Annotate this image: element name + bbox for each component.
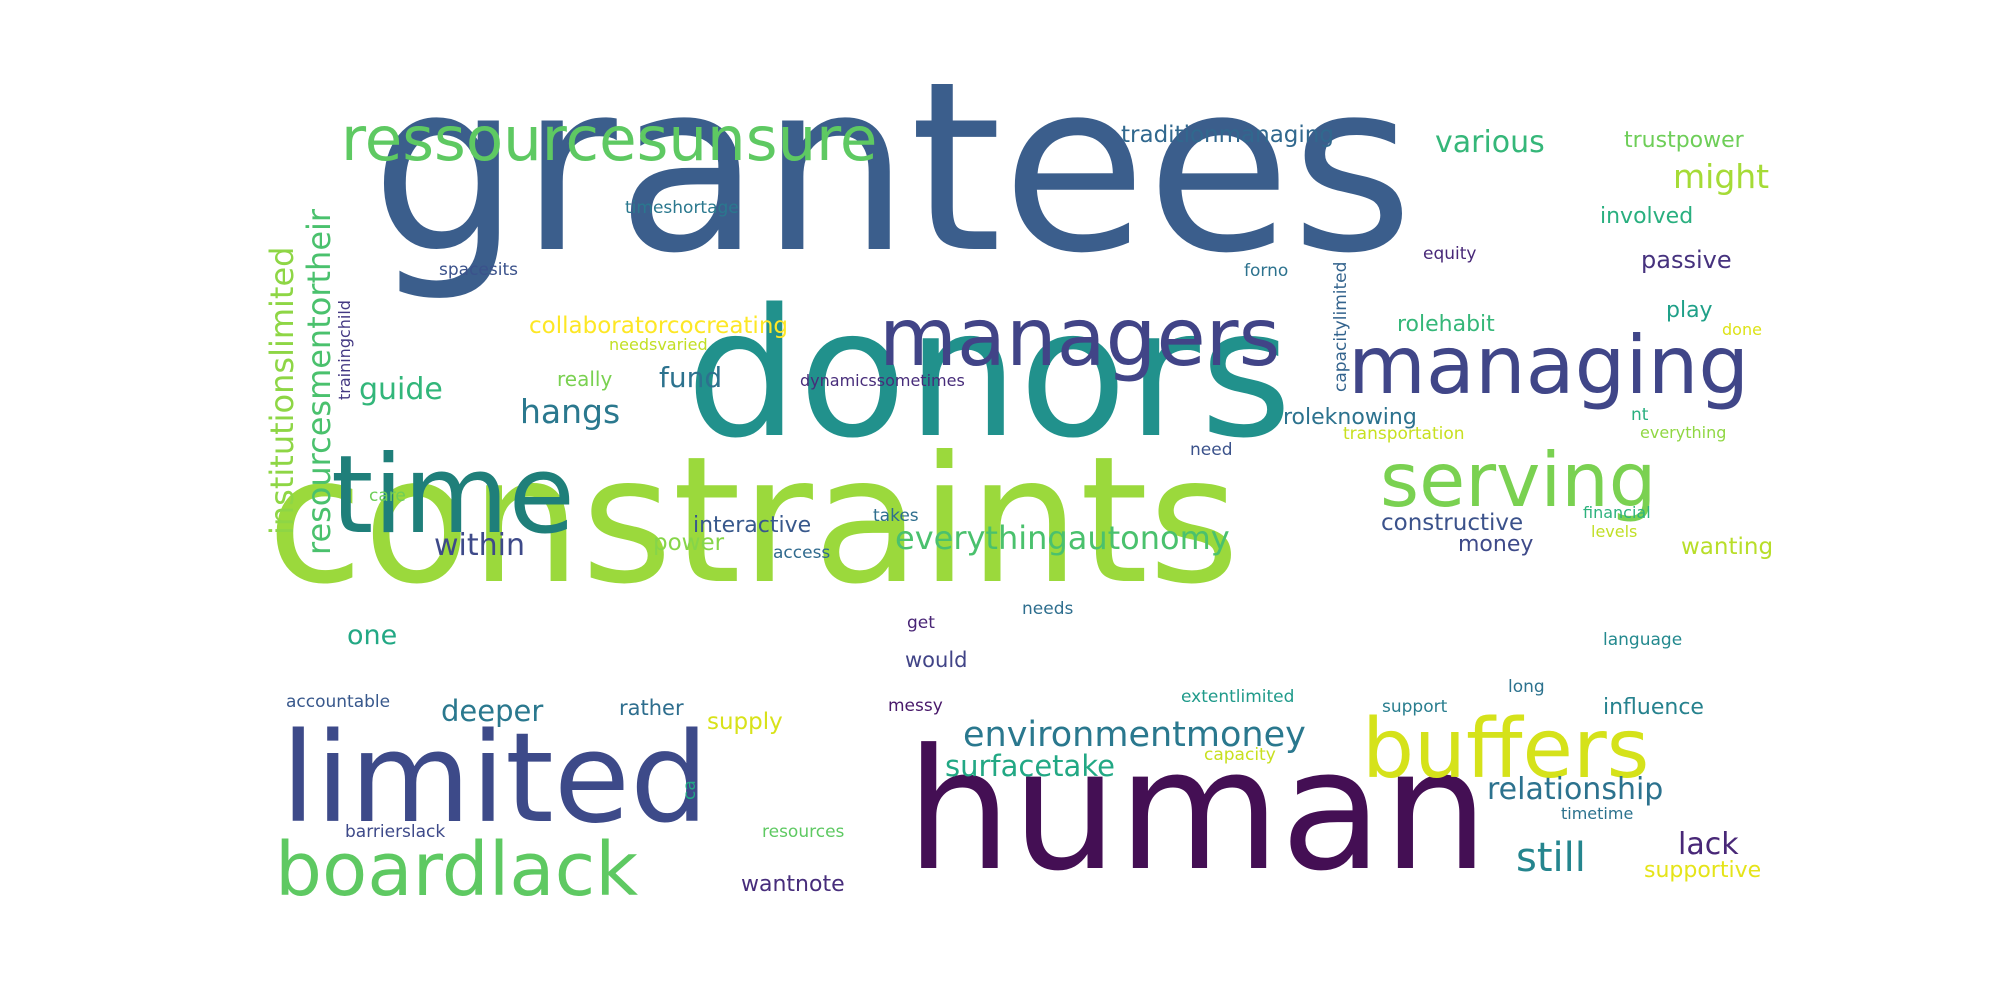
cloud-word: power <box>653 530 725 556</box>
cloud-word: constructive <box>1381 510 1523 536</box>
cloud-word: influence <box>1603 695 1704 720</box>
cloud-word: done <box>1722 320 1762 339</box>
cloud-word: serving <box>1380 436 1656 524</box>
cloud-word: guide <box>359 372 443 407</box>
cloud-word: support <box>1382 697 1448 717</box>
cloud-word: get <box>907 613 935 633</box>
cloud-word: relationship <box>1487 772 1663 807</box>
cloud-word: financial <box>1583 503 1651 522</box>
cloud-word: forno <box>1244 261 1288 281</box>
cloud-word: grantees <box>371 32 1413 305</box>
cloud-word: capacitylimited <box>1331 262 1351 392</box>
cloud-word: everythingautonomy <box>895 519 1230 557</box>
cloud-word: interactive <box>693 513 811 538</box>
cloud-word: fund <box>659 361 722 394</box>
cloud-word: various <box>1435 125 1545 160</box>
cloud-word: within <box>434 528 525 563</box>
cloud-word: accountable <box>286 692 390 712</box>
cloud-word: access <box>773 543 830 563</box>
cloud-word: donors <box>686 271 1292 477</box>
cloud-word: need <box>1190 440 1232 460</box>
cloud-word: resourcesmentortheir <box>300 208 338 555</box>
cloud-word: institutionslimited <box>263 247 301 535</box>
cloud-word: timeshortage <box>625 198 739 218</box>
cloud-word: resources <box>762 822 845 842</box>
cloud-word: lack <box>1678 827 1739 862</box>
cloud-word: needs <box>1022 599 1073 619</box>
cloud-word: timetime <box>1561 804 1633 823</box>
cloud-word: might <box>1673 157 1769 196</box>
cloud-word: wantnote <box>741 872 845 897</box>
cloud-word: collaboratorcocreating <box>529 313 788 339</box>
cloud-word: involved <box>1600 204 1693 229</box>
cloud-word: long <box>1508 677 1545 697</box>
cloud-word: still <box>1516 835 1586 881</box>
cloud-word: hangs <box>520 392 620 431</box>
cloud-word: human <box>906 714 1489 908</box>
cloud-word: capacity <box>1204 745 1276 765</box>
cloud-word: transportation <box>1343 424 1465 444</box>
cloud-word: trustpower <box>1624 128 1745 153</box>
cloud-word: trainingchild <box>335 300 354 400</box>
cloud-word: everything <box>1640 423 1726 442</box>
cloud-word: needsvaried <box>609 335 708 354</box>
cloud-word: care <box>369 486 406 506</box>
cloud-word: deeper <box>441 694 543 728</box>
cloud-word: messy <box>888 696 943 716</box>
cloud-word: really <box>557 367 612 391</box>
cloud-word: one <box>347 620 397 651</box>
cloud-word: would <box>905 648 968 672</box>
cloud-word: supportive <box>1644 858 1761 883</box>
cloud-word: time <box>331 433 575 558</box>
cloud-word: extentlimited <box>1181 687 1294 707</box>
cloud-word: constraints <box>267 420 1240 623</box>
cloud-word: takes <box>873 506 919 526</box>
cloud-word: managing <box>1348 319 1749 412</box>
cloud-word: equity <box>1423 244 1476 264</box>
cloud-word: rather <box>619 696 684 720</box>
cloud-word: environmentmoney <box>963 715 1306 755</box>
cloud-word: money <box>1458 532 1533 557</box>
cloud-word: ca <box>680 780 700 800</box>
cloud-word: spacesits <box>439 260 518 280</box>
cloud-word: limited <box>281 707 709 851</box>
cloud-word: managers <box>879 291 1280 384</box>
cloud-word: roleknowing <box>1283 405 1417 430</box>
cloud-word: levels <box>1591 522 1637 541</box>
cloud-word: wanting <box>1681 534 1773 560</box>
cloud-word: language <box>1603 630 1682 650</box>
cloud-word: rolehabit <box>1397 312 1495 337</box>
cloud-word: supply <box>707 709 783 735</box>
cloud-word: nt <box>1631 405 1649 425</box>
cloud-word: surfacetake <box>945 749 1115 783</box>
cloud-word: ressourcesunsure <box>341 104 877 175</box>
cloud-word: boardlack <box>275 827 638 913</box>
cloud-word: traditionmanaging <box>1121 122 1334 148</box>
cloud-word: play <box>1666 298 1713 323</box>
cloud-word: buffers <box>1362 702 1649 797</box>
cloud-word: barrierslack <box>345 822 445 842</box>
cloud-word: passive <box>1641 246 1732 274</box>
cloud-word: dynamicssometimes <box>800 371 965 390</box>
